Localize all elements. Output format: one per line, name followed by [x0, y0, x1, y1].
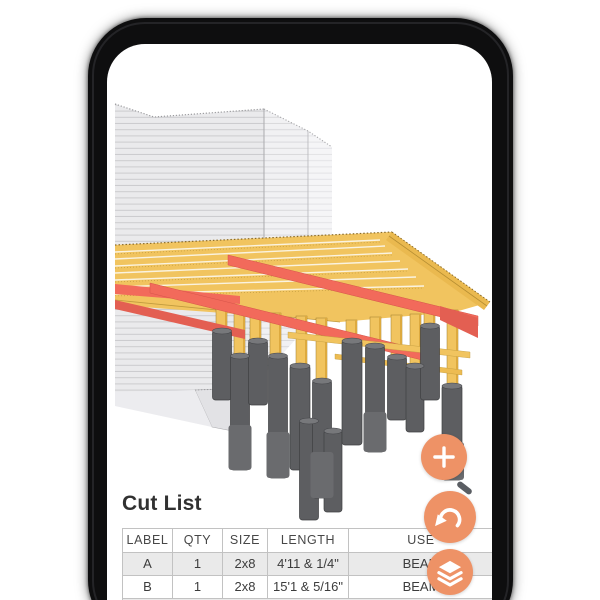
undo-arrow-icon: [435, 508, 462, 528]
column-header-use: USE: [349, 529, 492, 553]
deck-3d-viewport[interactable]: [107, 44, 492, 600]
cell-size: 2x8: [223, 576, 268, 599]
cut-list-header-row: LABEL QTY SIZE LENGTH USE: [123, 529, 492, 553]
cell-length: 15'1 & 5/16": [268, 576, 349, 599]
column-header-qty: QTY: [173, 529, 223, 553]
cell-qty: 1: [173, 553, 223, 576]
layers-icon: [437, 560, 463, 587]
cell-label: A: [123, 553, 173, 576]
phone-screen: Cut List LABEL QTY SIZE LENGTH USE A 1 2…: [107, 44, 492, 600]
cell-size: 2x8: [223, 553, 268, 576]
cut-list-title: Cut List: [122, 492, 202, 515]
layers-button[interactable]: [427, 549, 473, 595]
column-header-length: LENGTH: [268, 529, 349, 553]
house-render: [114, 103, 333, 434]
column-header-size: SIZE: [223, 529, 268, 553]
cut-list-table: LABEL QTY SIZE LENGTH USE A 1 2x8 4'11 &…: [122, 528, 492, 600]
add-button[interactable]: [421, 434, 467, 480]
cell-length: 4'11 & 1/4": [268, 553, 349, 576]
cell-label: B: [123, 576, 173, 599]
undo-button[interactable]: [424, 491, 476, 543]
concrete-footings: [212, 322, 464, 521]
table-row[interactable]: A 1 2x8 4'11 & 1/4" BEAM: [123, 553, 492, 576]
cell-qty: 1: [173, 576, 223, 599]
phone-frame: Cut List LABEL QTY SIZE LENGTH USE A 1 2…: [88, 18, 513, 600]
column-header-label: LABEL: [123, 529, 173, 553]
plus-icon: [433, 446, 455, 468]
